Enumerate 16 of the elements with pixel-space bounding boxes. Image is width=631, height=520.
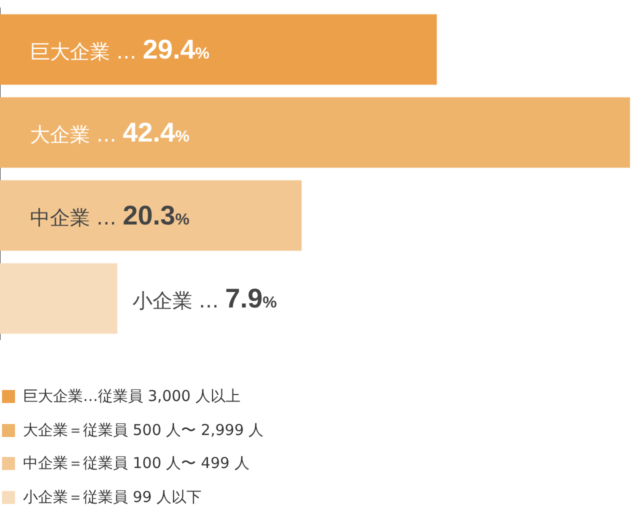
data-label: … 42.4% bbox=[96, 118, 190, 148]
text: 中企業＝従業員 100 人〜 499 人 bbox=[23, 454, 250, 474]
y-tick-label: 小企業 bbox=[132, 288, 199, 312]
data-label: … 7.9% bbox=[198, 284, 277, 314]
text: 小企業＝従業員 99 人以下 bbox=[23, 488, 202, 507]
bar bbox=[0, 180, 302, 251]
y-tick-label: 大企業 bbox=[30, 122, 96, 146]
y-tick-label: 巨大企業 bbox=[30, 40, 116, 64]
bar bbox=[0, 97, 630, 168]
data-label: … 20.3% bbox=[96, 200, 190, 230]
bar bbox=[0, 14, 437, 85]
text: 巨大企業…従業員 3,000 人以上 bbox=[23, 387, 240, 406]
data-label: … 29.4% bbox=[116, 34, 210, 64]
y-tick-label: 中企業 bbox=[30, 206, 96, 230]
text: 大企業＝従業員 500 人〜 2,999 人 bbox=[23, 420, 264, 440]
bar bbox=[0, 263, 118, 334]
